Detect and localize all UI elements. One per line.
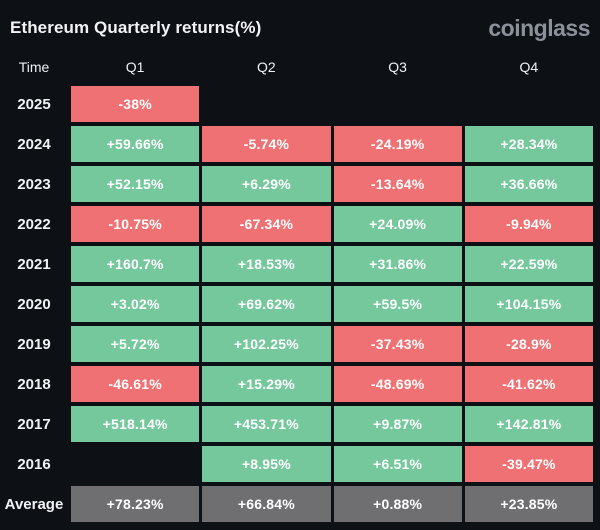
empty-cell	[71, 446, 199, 482]
return-cell: +69.62%	[202, 286, 331, 322]
return-cell: +6.51%	[333, 446, 462, 482]
return-cell: +104.15%	[464, 286, 593, 322]
row-label-2016: 2016	[17, 455, 51, 473]
column-header-time: Time	[18, 59, 50, 75]
coinglass-logo: coinglass	[488, 14, 590, 41]
return-cell: -10.75%	[71, 206, 200, 242]
empty-cell	[465, 86, 593, 122]
row-label-2018: 2018	[17, 375, 51, 393]
column-header-q1: Q1	[125, 59, 145, 75]
return-cell: +15.29%	[202, 366, 331, 402]
return-cell: +453.71%	[202, 406, 331, 442]
return-cell: +3.02%	[71, 286, 200, 322]
column-header-q3: Q3	[388, 59, 407, 75]
return-cell: -9.94%	[464, 206, 593, 242]
return-cell: -24.19%	[333, 126, 462, 162]
return-cell: -46.61%	[71, 366, 200, 402]
return-cell: +52.15%	[71, 166, 200, 202]
return-cell: -67.34%	[202, 206, 331, 242]
return-cell: +59.5%	[333, 286, 462, 322]
return-cell: +28.34%	[464, 126, 593, 162]
return-cell: +5.72%	[71, 326, 200, 362]
return-cell: +102.25%	[202, 326, 331, 362]
empty-cell	[202, 86, 330, 122]
empty-cell	[334, 86, 462, 122]
row-label-2019: 2019	[17, 335, 51, 353]
table-header-row: Time Q1 Q2 Q3 Q4	[0, 52, 593, 82]
returns-table: 2025 -38% 2024 +59.66% -5.74% -24.19% +28.34% 2…	[0, 86, 593, 522]
return-cell: -37.43%	[333, 326, 462, 362]
return-cell: -28.9%	[464, 326, 593, 362]
return-cell: +59.66%	[71, 126, 200, 162]
return-cell: -48.69%	[333, 366, 462, 402]
return-cell: +36.66%	[464, 166, 593, 202]
row-label-2021: 2021	[17, 255, 51, 273]
return-cell: +23.85%	[464, 486, 593, 522]
return-cell: +160.7%	[71, 246, 200, 282]
return-cell: +24.09%	[333, 206, 462, 242]
row-label-2022: 2022	[17, 215, 51, 233]
row-label-2017: 2017	[17, 415, 51, 433]
return-cell: -13.64%	[333, 166, 462, 202]
return-cell: +9.87%	[333, 406, 462, 442]
return-cell: -41.62%	[464, 366, 593, 402]
return-cell: +78.23%	[71, 486, 200, 522]
return-cell: +6.29%	[202, 166, 331, 202]
return-cell: +142.81%	[464, 406, 593, 442]
return-cell: -5.74%	[202, 126, 331, 162]
return-cell: +8.95%	[202, 446, 331, 482]
row-label-average: Average	[4, 495, 64, 513]
return-cell: +31.86%	[333, 246, 462, 282]
row-label-2025: 2025	[17, 95, 51, 113]
return-cell: +18.53%	[202, 246, 331, 282]
row-label-2023: 2023	[17, 175, 51, 193]
return-cell: -39.47%	[464, 446, 593, 482]
return-cell: +518.14%	[71, 406, 200, 442]
row-label-2024: 2024	[17, 135, 51, 153]
return-cell: +0.88%	[333, 486, 462, 522]
return-cell: -38%	[71, 86, 200, 122]
column-header-q2: Q2	[257, 59, 276, 75]
return-cell: +22.59%	[464, 246, 593, 282]
return-cell: +66.84%	[202, 486, 331, 522]
header-bar: Ethereum Quarterly returns(%) coinglass	[0, 0, 600, 48]
page-title: Ethereum Quarterly returns(%)	[10, 18, 262, 37]
row-label-2020: 2020	[17, 295, 51, 313]
column-header-q4: Q4	[519, 59, 539, 75]
